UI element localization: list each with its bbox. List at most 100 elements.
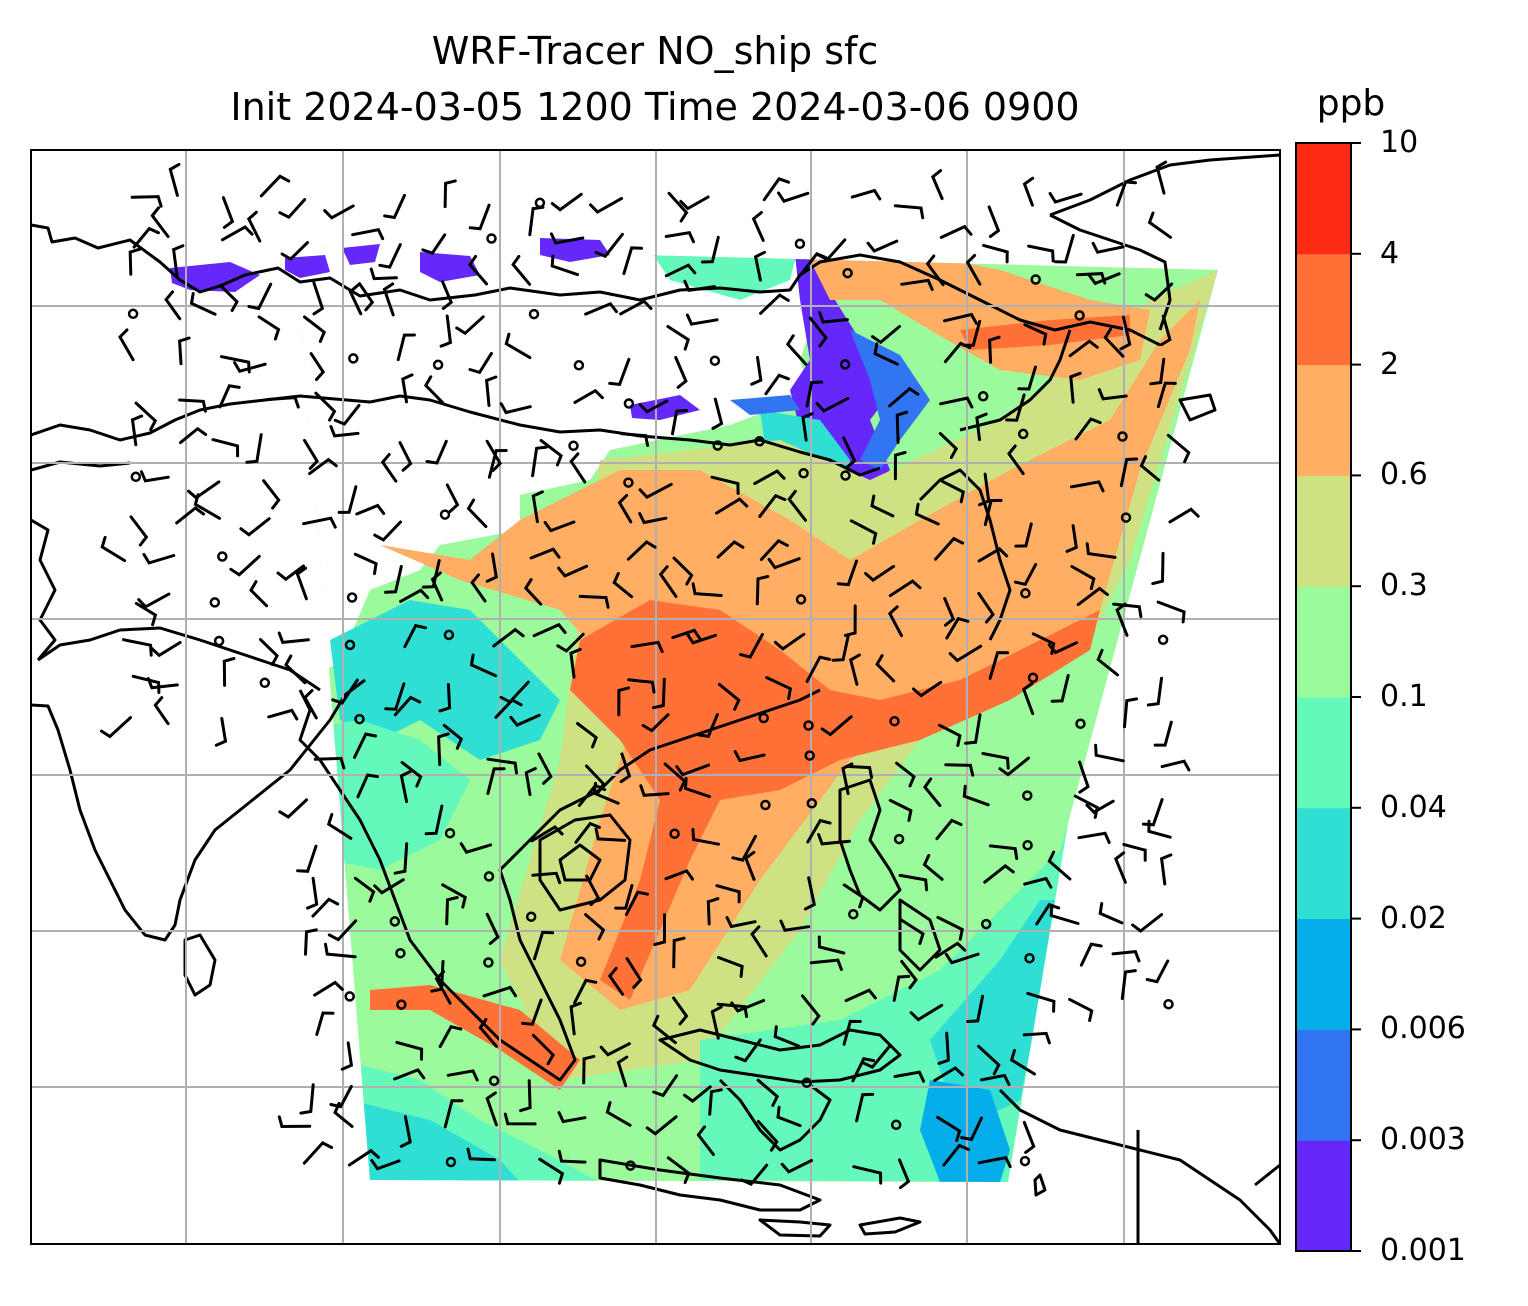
- field-teal-south: [930, 900, 1060, 1130]
- wind-barb: [1068, 339, 1099, 358]
- wind-barb: [1111, 949, 1141, 963]
- calm-wind-marker: [573, 360, 585, 371]
- wind-barb: [800, 251, 828, 276]
- wind-barb: [178, 336, 191, 366]
- wind-barb: [594, 232, 624, 259]
- calm-wind-marker: [575, 956, 587, 967]
- wind-barb: [697, 713, 719, 738]
- wind-barb: [717, 682, 741, 711]
- wind-barb: [168, 162, 181, 197]
- wind-barb: [532, 622, 567, 638]
- wind-barb: [584, 913, 606, 941]
- wind-barb: [626, 540, 657, 561]
- wind-barb: [246, 210, 262, 243]
- wind-barb: [686, 633, 718, 645]
- wind-barb: [820, 715, 853, 737]
- wind-barb: [592, 781, 620, 805]
- wind-barb: [696, 1125, 715, 1156]
- wind-barb: [485, 439, 502, 472]
- calm-wind-marker: [1030, 274, 1041, 285]
- wind-barb: [717, 956, 744, 978]
- wind-barb: [716, 540, 745, 559]
- wind-barb: [733, 750, 766, 763]
- wind-barb: [898, 917, 925, 945]
- wind-barb: [1068, 997, 1094, 1022]
- wind-barb: [887, 605, 903, 638]
- wind-barb: [478, 1017, 498, 1048]
- wind-barb: [245, 433, 263, 464]
- wind-barb: [122, 638, 153, 657]
- calm-wind-marker: [709, 355, 721, 366]
- field-orange-core: [380, 300, 1200, 1010]
- calm-wind-marker: [977, 391, 989, 402]
- calm-wind-marker: [396, 999, 407, 1010]
- wind-barb: [935, 818, 963, 841]
- wind-barb: [395, 1040, 424, 1061]
- wind-barb: [1085, 542, 1117, 559]
- wind-barb: [900, 278, 934, 291]
- wind-barb: [393, 1068, 426, 1081]
- wind-barb: [998, 756, 1030, 777]
- wind-barb: [221, 196, 235, 229]
- wind-barb: [308, 457, 338, 476]
- wind-barb: [303, 689, 318, 720]
- wind-barb: [691, 582, 723, 597]
- wind-barb: [423, 375, 445, 405]
- wind-barb: [940, 479, 966, 504]
- calm-wind-marker: [344, 639, 356, 651]
- wind-barb: [1131, 913, 1164, 933]
- wind-barb: [382, 282, 395, 317]
- wind-barb: [1049, 904, 1080, 925]
- wind-barb: [134, 401, 158, 432]
- wind-barb: [801, 412, 814, 442]
- wind-barb: [233, 361, 267, 373]
- calm-wind-marker: [1017, 428, 1029, 440]
- wind-barb: [569, 452, 587, 484]
- wind-barb: [630, 640, 664, 653]
- wind-barb: [1122, 843, 1147, 862]
- wind-barb: [499, 402, 532, 415]
- wind-barb: [306, 876, 319, 910]
- wind-barb: [751, 211, 765, 242]
- wind-barb: [129, 515, 149, 547]
- wind-barb: [638, 399, 669, 414]
- wind-barb: [494, 698, 523, 719]
- wind-barb: [1160, 759, 1191, 772]
- calm-wind-marker: [445, 1156, 457, 1168]
- wind-barb: [187, 480, 221, 500]
- wind-barb: [267, 708, 299, 721]
- field-north-fringe: [170, 238, 800, 420]
- wind-barb: [979, 1073, 1011, 1086]
- wind-barb: [805, 655, 832, 683]
- wind-barb: [468, 203, 491, 231]
- wind-barb: [1078, 760, 1090, 794]
- wind-barb: [925, 254, 945, 287]
- calm-wind-marker: [1163, 998, 1174, 1010]
- wind-barb: [664, 263, 697, 278]
- colorbar-segment: [1296, 697, 1351, 809]
- wind-barb: [685, 313, 719, 326]
- wind-barb: [337, 485, 358, 514]
- map-frame: [30, 149, 1281, 1245]
- colorbar-segment: [1296, 475, 1351, 587]
- wind-barb: [396, 333, 416, 362]
- wind-barb: [353, 732, 378, 759]
- wind-barb: [801, 994, 821, 1026]
- calm-wind-marker: [443, 629, 455, 641]
- calm-wind-marker: [346, 592, 358, 603]
- wind-barb: [780, 1159, 813, 1174]
- colorbar-tick-label: 0.6: [1380, 457, 1428, 493]
- calm-wind-marker: [395, 947, 406, 959]
- colorbar-tick-label: 0.02: [1380, 900, 1447, 936]
- wind-barb: [1097, 388, 1128, 401]
- calm-wind-marker: [444, 827, 456, 839]
- wind-barb: [892, 974, 911, 1002]
- wind-barb: [875, 654, 896, 683]
- wind-barb: [842, 1019, 862, 1046]
- plot-title-line2: Init 2024-03-05 1200 Time 2024-03-06 090…: [230, 85, 1080, 129]
- calm-wind-marker: [439, 509, 451, 520]
- wind-barb: [437, 732, 450, 767]
- wind-barb: [936, 1115, 962, 1142]
- wind-barb: [848, 653, 861, 686]
- wind-barb: [348, 283, 363, 316]
